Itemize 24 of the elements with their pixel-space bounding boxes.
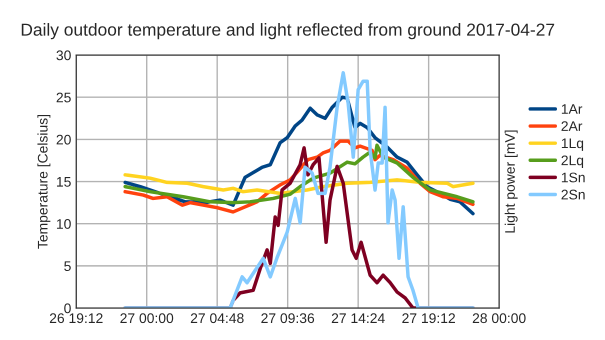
y-tick-label: 10: [56, 219, 71, 229]
x-tick-label: 27 09:36: [261, 313, 314, 324]
y-tick-label: 15: [56, 177, 71, 187]
line-series: [123, 71, 475, 308]
x-tick-label: 28 00:00: [472, 313, 526, 324]
x-tick-label: 27 04:48: [190, 313, 244, 324]
x-tick-label: 27 19:12: [402, 313, 455, 324]
legend-label: 1Sn: [562, 172, 585, 182]
y-tick-label: 20: [56, 134, 71, 145]
legend-label: 2Ar: [562, 121, 582, 131]
legend-label: 2Sn: [562, 190, 585, 200]
y2-axis-title: Light power [mV]: [504, 130, 518, 233]
chart-title: Daily outdoor temperature and light reflected from ground 2017-04-27: [22, 23, 554, 40]
y-axis-title: Temperature [Celsius]: [37, 115, 50, 249]
y-tick-label: 0: [64, 303, 71, 314]
x-tick-label: 27 00:00: [120, 313, 174, 324]
y-tick-label: 5: [64, 261, 71, 272]
legend-label: 2Lq: [562, 155, 584, 168]
legend-label: 1Ar: [562, 104, 582, 114]
x-tick-label: 27 14:24: [332, 313, 385, 323]
y-tick-label: 25: [56, 92, 71, 102]
y-tick-label: 30: [56, 50, 71, 60]
legend-label: 1Lq: [562, 138, 584, 151]
x-tick-label: 26 19:12: [50, 313, 103, 324]
